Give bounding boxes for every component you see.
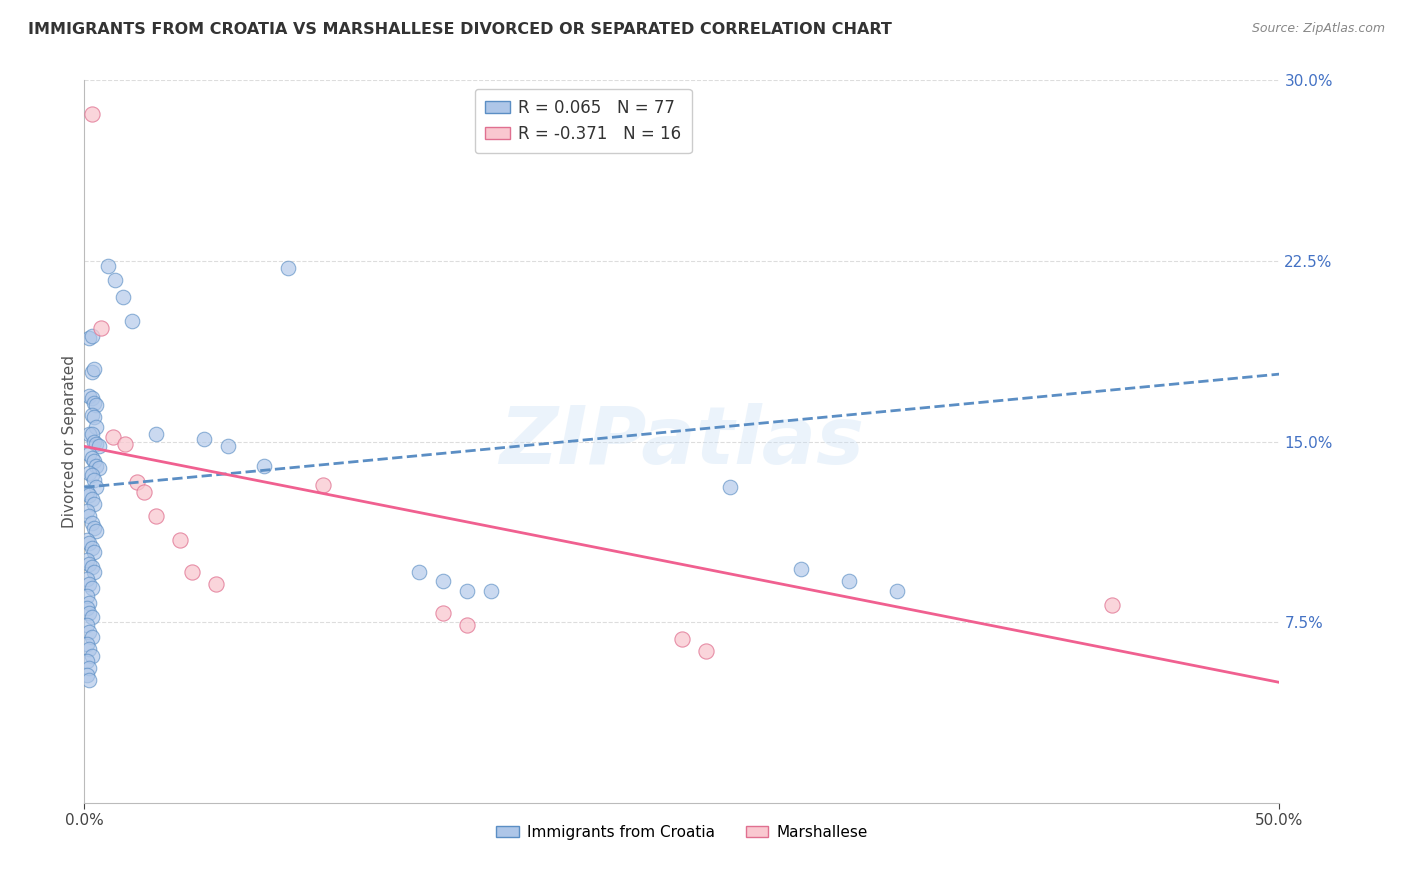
- Point: [181, 565, 204, 579]
- Point: [80, 516, 103, 531]
- Point: [76, 668, 98, 682]
- Point: [80, 391, 103, 405]
- Point: [101, 430, 124, 444]
- Point: [83, 545, 105, 559]
- Point: [312, 478, 335, 492]
- Point: [114, 437, 136, 451]
- Point: [77, 331, 100, 345]
- Point: [77, 509, 100, 524]
- Point: [76, 617, 98, 632]
- Point: [838, 574, 860, 589]
- Point: [408, 565, 430, 579]
- Point: [87, 439, 110, 453]
- Point: [76, 637, 98, 651]
- Point: [456, 583, 478, 598]
- Point: [80, 630, 103, 644]
- Y-axis label: Divorced or Separated: Divorced or Separated: [62, 355, 77, 528]
- Point: [86, 480, 108, 494]
- Point: [77, 389, 100, 403]
- Point: [132, 485, 156, 500]
- Point: [80, 408, 103, 422]
- Point: [77, 446, 100, 460]
- Point: [80, 559, 103, 574]
- Point: [80, 582, 103, 596]
- Point: [80, 365, 103, 379]
- Point: [83, 454, 105, 468]
- Point: [86, 398, 108, 412]
- Point: [86, 458, 108, 473]
- Point: [169, 533, 191, 548]
- Point: [83, 362, 105, 376]
- Point: [83, 396, 105, 410]
- Text: ZIPatlas: ZIPatlas: [499, 402, 865, 481]
- Point: [76, 572, 98, 586]
- Point: [86, 524, 108, 538]
- Point: [432, 606, 454, 620]
- Point: [76, 552, 98, 566]
- Point: [77, 466, 100, 480]
- Point: [671, 632, 693, 646]
- Point: [76, 485, 98, 500]
- Point: [77, 641, 100, 656]
- Point: [479, 583, 502, 598]
- Point: [76, 533, 98, 548]
- Point: [145, 427, 167, 442]
- Point: [87, 461, 110, 475]
- Point: [456, 617, 478, 632]
- Point: [277, 261, 299, 276]
- Point: [205, 576, 228, 591]
- Point: [121, 314, 143, 328]
- Point: [76, 600, 98, 615]
- Point: [77, 661, 100, 675]
- Point: [76, 504, 98, 518]
- Legend: Immigrants from Croatia, Marshallese: Immigrants from Croatia, Marshallese: [491, 819, 873, 846]
- Point: [83, 434, 105, 449]
- Point: [80, 427, 103, 442]
- Point: [86, 420, 108, 434]
- Point: [80, 492, 103, 507]
- Point: [80, 541, 103, 555]
- Point: [193, 432, 215, 446]
- Point: [217, 439, 239, 453]
- Point: [790, 562, 813, 576]
- Point: [76, 654, 98, 668]
- Point: [80, 468, 103, 483]
- Point: [1101, 599, 1123, 613]
- Point: [77, 673, 100, 687]
- Point: [76, 589, 98, 603]
- Point: [77, 535, 100, 549]
- Point: [253, 458, 276, 473]
- Point: [80, 107, 103, 121]
- Point: [90, 321, 112, 335]
- Point: [83, 473, 105, 487]
- Point: [125, 475, 148, 490]
- Point: [77, 427, 100, 442]
- Point: [718, 480, 741, 494]
- Point: [77, 487, 100, 501]
- Point: [77, 558, 100, 572]
- Point: [77, 624, 100, 639]
- Point: [83, 410, 105, 425]
- Point: [83, 497, 105, 511]
- Point: [77, 596, 100, 610]
- Point: [77, 606, 100, 620]
- Point: [432, 574, 454, 589]
- Point: [97, 259, 120, 273]
- Point: [80, 451, 103, 466]
- Point: [886, 583, 908, 598]
- Point: [83, 565, 105, 579]
- Point: [111, 290, 134, 304]
- Point: [145, 509, 167, 524]
- Text: Source: ZipAtlas.com: Source: ZipAtlas.com: [1251, 22, 1385, 36]
- Point: [83, 521, 105, 535]
- Point: [695, 644, 717, 658]
- Point: [80, 328, 103, 343]
- Text: IMMIGRANTS FROM CROATIA VS MARSHALLESE DIVORCED OR SEPARATED CORRELATION CHART: IMMIGRANTS FROM CROATIA VS MARSHALLESE D…: [28, 22, 891, 37]
- Point: [80, 610, 103, 624]
- Point: [77, 576, 100, 591]
- Point: [86, 437, 108, 451]
- Point: [80, 648, 103, 663]
- Point: [104, 273, 127, 287]
